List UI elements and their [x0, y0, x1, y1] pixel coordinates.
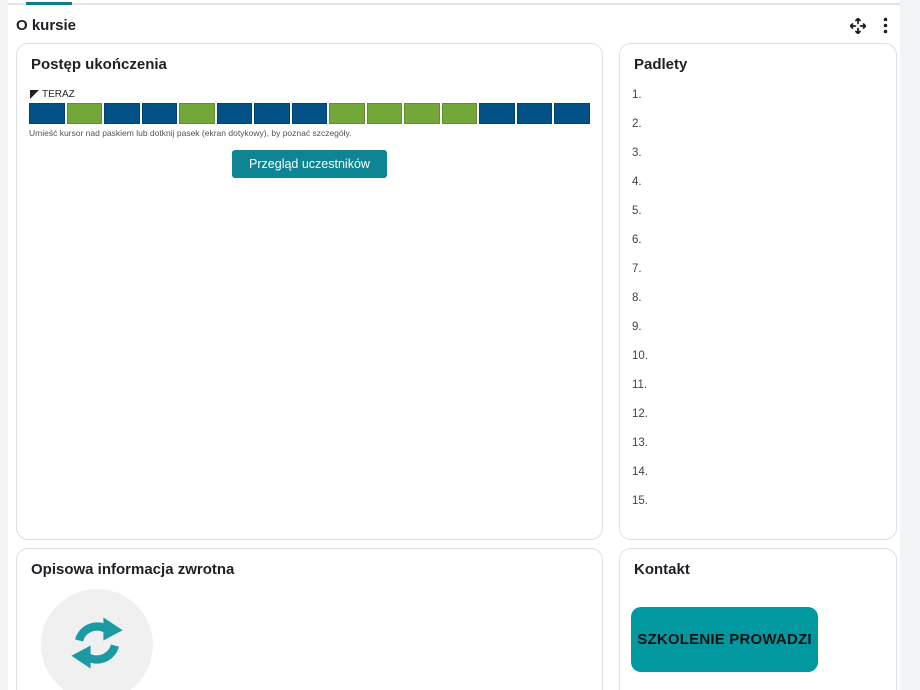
padlet-list-item: 12.: [632, 407, 648, 420]
completion-progress-card: Postęp ukończenia TERAZ Umieść kursor na…: [16, 43, 603, 540]
page-title: O kursie: [16, 17, 77, 34]
contact-card: Kontakt SZKOLENIE PROWADZI: [619, 548, 897, 690]
main-content: O kursie Postęp ukończenia TERAZ Umieść …: [8, 0, 900, 690]
padlet-list-item: 10.: [632, 349, 648, 362]
padlet-list-item: 8.: [632, 291, 642, 304]
progress-segment-incomplete[interactable]: [216, 103, 253, 124]
contact-trainer-button[interactable]: SZKOLENIE PROWADZI: [631, 607, 818, 672]
active-tab-indicator[interactable]: [26, 2, 72, 5]
completion-progress-bar[interactable]: [29, 103, 590, 124]
padlet-list-item: 4.: [632, 175, 642, 188]
padlet-list-item: 11.: [632, 378, 648, 391]
progress-segment-complete[interactable]: [329, 103, 365, 124]
now-marker: TERAZ: [30, 89, 589, 100]
now-marker-icon: [30, 90, 39, 99]
progress-segment-complete[interactable]: [366, 103, 403, 124]
padlet-list: 1. 2. 3. 4. 5. 6. 7. 8. 9. 10. 11. 12. 13. 14. 15.: [632, 80, 884, 515]
feedback-card-title: Opisowa informacja zwrotna: [31, 561, 235, 578]
progress-help-text: Umieść kursor nad paskiem lub dotknij pa…: [29, 128, 352, 138]
progress-card-title: Postęp ukończenia: [31, 56, 167, 73]
progress-segment-incomplete[interactable]: [554, 103, 590, 124]
padlets-card: Padlety 1. 2. 3. 4. 5. 6. 7. 8. 9. 10. 11. 12. 13. 14…: [619, 43, 897, 540]
feedback-card: Opisowa informacja zwrotna: [16, 548, 603, 690]
progress-segment-complete[interactable]: [404, 103, 440, 124]
padlet-list-item: 14.: [632, 465, 648, 478]
progress-segment-incomplete[interactable]: [479, 103, 515, 124]
progress-segment-incomplete[interactable]: [291, 103, 328, 124]
section-header: O kursie: [8, 5, 900, 43]
padlet-list-item: 5.: [632, 204, 642, 217]
padlet-list-item: 9.: [632, 320, 642, 333]
now-marker-label: TERAZ: [42, 89, 75, 100]
overview-of-students-button[interactable]: Przegląd uczestników: [232, 150, 387, 178]
padlets-card-title: Padlety: [634, 56, 688, 73]
feedback-avatar: [41, 589, 153, 690]
progress-segment-incomplete[interactable]: [141, 103, 178, 124]
move-icon[interactable]: [849, 17, 866, 34]
cards-grid: Postęp ukończenia TERAZ Umieść kursor na…: [16, 43, 900, 690]
progress-segment-incomplete[interactable]: [516, 103, 553, 124]
progress-segment-complete[interactable]: [66, 103, 103, 124]
padlet-list-item: 3.: [632, 146, 642, 159]
header-icons: [849, 17, 894, 34]
progress-segment-incomplete[interactable]: [254, 103, 290, 124]
progress-segment-incomplete[interactable]: [104, 103, 140, 124]
padlet-list-item: 1.: [632, 88, 642, 101]
padlet-list-item: 13.: [632, 436, 648, 449]
padlet-list-item: 7.: [632, 262, 642, 275]
sync-icon: [65, 611, 129, 680]
kebab-menu-icon[interactable]: [877, 17, 894, 34]
progress-segment-complete[interactable]: [441, 103, 478, 124]
progress-segment-complete[interactable]: [179, 103, 215, 124]
padlet-list-item: 15.: [632, 494, 648, 507]
progress-segment-incomplete[interactable]: [29, 103, 65, 124]
padlet-list-item: 2.: [632, 117, 642, 130]
tab-bar: [8, 0, 900, 5]
contact-card-title: Kontakt: [634, 561, 690, 578]
padlet-list-item: 6.: [632, 233, 642, 246]
